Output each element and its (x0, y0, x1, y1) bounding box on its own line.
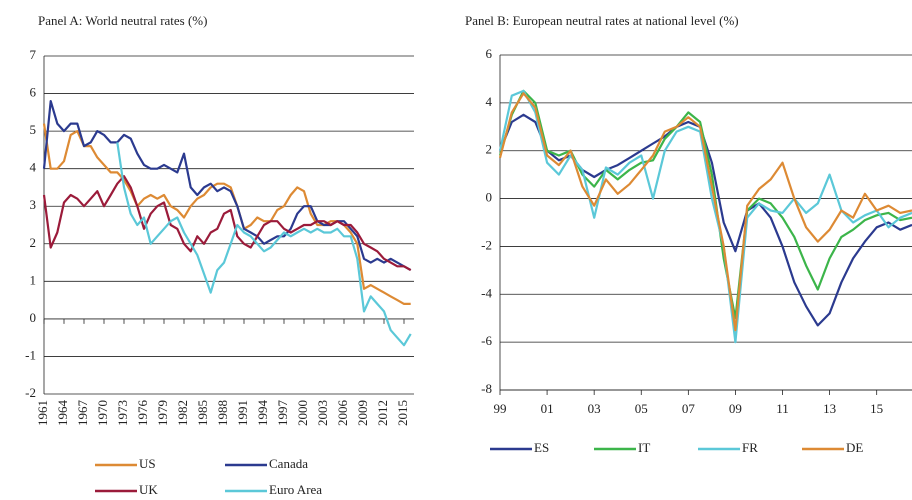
y-tick-label: 4 (486, 94, 493, 109)
x-tick-label: 1979 (155, 400, 170, 426)
legend-label: DE (846, 440, 863, 455)
legend-label: Canada (269, 456, 308, 471)
y-tick-label: 0 (486, 190, 493, 205)
x-tick-label: 13 (823, 401, 836, 416)
y-tick-label: 5 (30, 122, 37, 137)
x-tick-label: 1988 (215, 400, 230, 426)
x-tick-label: 09 (729, 401, 742, 416)
x-tick-label: 2006 (335, 400, 350, 427)
line-series (498, 92, 912, 332)
line-series (42, 100, 412, 272)
y-tick-label: -1 (25, 347, 36, 362)
y-tick-label: 3 (30, 197, 37, 212)
y-tick-label: -2 (25, 385, 36, 400)
chart-title: Panel A: World neutral rates (%) (38, 13, 207, 28)
chart-title: Panel B: European neutral rates at natio… (465, 13, 739, 28)
y-tick-label: -4 (481, 285, 492, 300)
x-tick-label: 1967 (75, 400, 90, 427)
x-tick-label: 03 (588, 401, 601, 416)
y-tick-label: 2 (486, 142, 493, 157)
x-tick-label: 99 (494, 401, 507, 416)
x-tick-label: 1991 (235, 400, 250, 426)
y-tick-label: -6 (481, 333, 492, 348)
x-tick-label: 15 (870, 401, 883, 416)
y-tick-label: -8 (481, 381, 492, 396)
legend-label: FR (742, 440, 758, 455)
x-tick-label: 1973 (115, 400, 130, 426)
y-tick-label: 2 (30, 235, 37, 250)
line-series (116, 142, 412, 347)
x-tick-label: 1976 (135, 400, 150, 427)
y-tick-label: -2 (481, 237, 492, 252)
y-tick-label: 6 (486, 46, 493, 61)
x-tick-label: 1964 (55, 400, 70, 427)
legend-label: UK (139, 482, 158, 497)
x-tick-label: 2009 (355, 400, 370, 426)
x-tick-label: 2015 (395, 400, 410, 426)
line-series (498, 89, 912, 320)
x-tick-label: 1970 (95, 400, 110, 426)
line-series (42, 175, 412, 272)
legend-label: US (139, 456, 156, 471)
legend-label: ES (534, 440, 549, 455)
x-tick-label: 1994 (255, 400, 270, 427)
x-tick-label: 2003 (315, 400, 330, 426)
x-tick-label: 2012 (375, 400, 390, 426)
x-tick-label: 05 (635, 401, 648, 416)
x-tick-label: 11 (776, 401, 789, 416)
line-series (42, 123, 411, 305)
y-tick-label: 6 (30, 85, 37, 100)
y-tick-label: 4 (30, 160, 37, 175)
y-tick-label: 0 (30, 310, 37, 325)
x-tick-label: 1982 (175, 400, 190, 426)
legend-label: IT (638, 440, 650, 455)
legend-label: Euro Area (269, 482, 322, 497)
x-tick-label: 01 (541, 401, 554, 416)
x-tick-label: 1985 (195, 400, 210, 426)
y-tick-label: 1 (30, 272, 37, 287)
x-tick-label: 2000 (295, 400, 310, 426)
y-tick-label: 7 (30, 47, 37, 62)
x-tick-label: 07 (682, 401, 696, 416)
x-tick-label: 1961 (35, 400, 50, 426)
x-tick-label: 1997 (275, 400, 290, 427)
